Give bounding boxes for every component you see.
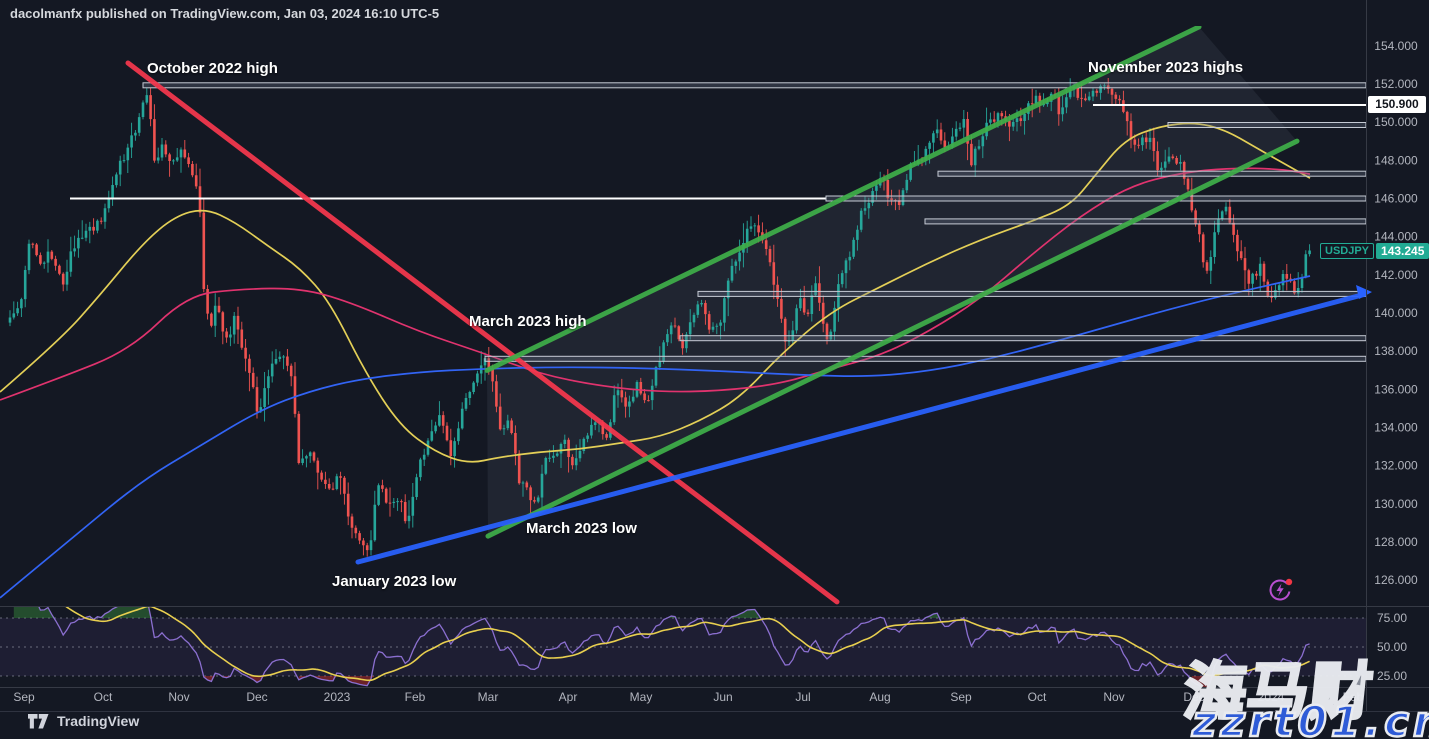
ma-slow-blue: [0, 275, 1311, 599]
x-axis-label[interactable]: Aug: [869, 690, 890, 704]
y-axis-label[interactable]: 152.000: [1374, 77, 1418, 91]
rsi-ma-line: [65, 607, 1310, 682]
y-axis-label[interactable]: 126.000: [1374, 573, 1418, 587]
y-axis-label[interactable]: 154.000: [1374, 39, 1418, 53]
x-axis-label[interactable]: Sep: [950, 690, 972, 704]
x-axis-label[interactable]: Sep: [13, 690, 35, 704]
annotation-november-2023-highs: November 2023 highs: [1088, 59, 1244, 76]
x-axis-label[interactable]: Jul: [795, 690, 810, 704]
x-axis-label[interactable]: Nov: [168, 690, 189, 704]
symbol-tag: USDJPY: [1320, 243, 1375, 259]
tradingview-logo-icon: [28, 713, 49, 728]
downtrend-red-line[interactable]: [125, 60, 840, 605]
x-axis-label[interactable]: Dec: [1183, 690, 1204, 704]
notification-dot: [1285, 578, 1293, 586]
candle-bodies-up: [8, 85, 1311, 551]
x-axis-label[interactable]: Dec: [246, 690, 267, 704]
x-axis-label[interactable]: Mar: [478, 690, 499, 704]
x-axis-label[interactable]: May: [630, 690, 653, 704]
y-axis-label[interactable]: 144.000: [1374, 230, 1418, 244]
x-axis-label[interactable]: Nov: [1103, 690, 1124, 704]
x-axis-label[interactable]: Feb: [1343, 690, 1364, 704]
x-axis-label[interactable]: Jun: [713, 690, 732, 704]
x-axis-label[interactable]: Feb: [405, 690, 426, 704]
y-axis-label[interactable]: 134.000: [1374, 421, 1418, 435]
last-price-value: 143.245: [1376, 243, 1429, 259]
tradingview-brand-text: TradingView: [57, 713, 140, 729]
annotation-january-2023-low: January 2023 low: [332, 573, 457, 590]
y-axis-label[interactable]: 146.000: [1374, 192, 1418, 206]
publish-info: dacolmanfx published on TradingView.com,…: [10, 6, 440, 21]
rsi-axis-label[interactable]: 75.00: [1377, 611, 1407, 625]
y-axis-label[interactable]: 128.000: [1374, 535, 1418, 549]
annotation-march-2023-low: March 2023 low: [526, 520, 637, 537]
uptrend-blue-line[interactable]: [355, 291, 1366, 565]
boost-icon[interactable]: [1266, 574, 1296, 604]
annotation-march-2023-high: March 2023 high: [469, 313, 587, 330]
y-axis-label[interactable]: 132.000: [1374, 459, 1418, 473]
watermark-url: zzrt01.cn: [1191, 696, 1429, 739]
lightning-icon: [1276, 583, 1284, 597]
annotation-october-2022-high: October 2022 high: [147, 60, 278, 77]
level-band[interactable]: [937, 170, 1367, 177]
price-level-label: 150.900: [1368, 96, 1426, 113]
level-band[interactable]: [924, 218, 1367, 225]
level-band[interactable]: [697, 290, 1367, 297]
x-axis-label[interactable]: Oct: [94, 690, 113, 704]
y-axis-label[interactable]: 138.000: [1374, 344, 1418, 358]
x-axis-label[interactable]: 2024: [1258, 690, 1285, 704]
ma-mid-pink: [0, 167, 1311, 401]
x-axis-label[interactable]: Oct: [1028, 690, 1047, 704]
channel-upper-green-line[interactable]: [484, 26, 1202, 373]
level-band[interactable]: [825, 195, 1367, 202]
y-axis-label[interactable]: 136.000: [1374, 382, 1418, 396]
level-band[interactable]: [1167, 122, 1367, 128]
level-band[interactable]: [679, 335, 1367, 342]
rsi-axis-label[interactable]: 50.00: [1377, 640, 1407, 654]
rsi-axis-label[interactable]: 25.00: [1377, 669, 1407, 683]
x-axis-label[interactable]: 2023: [324, 690, 351, 704]
rsi-overbought-fill: [13, 607, 968, 618]
y-axis-label[interactable]: 130.000: [1374, 497, 1418, 511]
y-axis-label[interactable]: 148.000: [1374, 153, 1418, 167]
boost-circle-icon: [1269, 579, 1291, 601]
last-price-badge: USDJPY 143.245: [1320, 243, 1429, 259]
channel-lower-green-line[interactable]: [485, 138, 1300, 539]
level-band[interactable]: [142, 82, 1367, 89]
ma-fast-yellow: [0, 122, 1311, 463]
y-axis-label[interactable]: 150.000: [1374, 115, 1418, 129]
y-axis-label[interactable]: 142.000: [1374, 268, 1418, 282]
tradingview-brand[interactable]: TradingView: [28, 713, 139, 729]
y-axis-label[interactable]: 140.000: [1374, 306, 1418, 320]
uptrend-blue-arrowhead: [1356, 285, 1372, 299]
level-band[interactable]: [484, 355, 1367, 362]
x-axis-label[interactable]: Apr: [559, 690, 578, 704]
